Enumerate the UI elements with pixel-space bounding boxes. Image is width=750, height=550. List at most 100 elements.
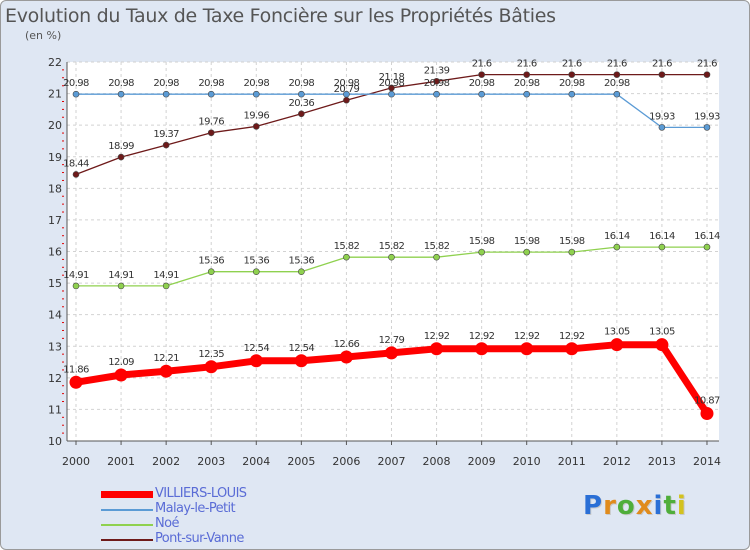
y-axis-label: (en %) bbox=[25, 29, 62, 42]
y-tick-label: 19 bbox=[48, 151, 62, 164]
y-tick-label: 21 bbox=[48, 88, 62, 101]
data-label-noe: 15.98 bbox=[469, 236, 495, 247]
data-label-villiers-louis: 12.54 bbox=[289, 343, 315, 354]
x-tick-label: 2011 bbox=[558, 455, 586, 468]
data-label-noe: 15.82 bbox=[379, 241, 405, 252]
data-label-villiers-louis: 12.21 bbox=[153, 353, 179, 364]
data-point-villiers-louis bbox=[655, 338, 669, 352]
data-point-villiers-louis bbox=[430, 342, 444, 356]
data-point-noe bbox=[388, 253, 395, 261]
data-point-noe bbox=[478, 248, 485, 256]
x-tick-label: 2005 bbox=[287, 455, 315, 468]
data-point-malay-le-petit bbox=[117, 90, 125, 98]
data-label-malay-le-petit: 20.98 bbox=[604, 78, 630, 89]
data-label-villiers-louis: 12.92 bbox=[514, 331, 540, 342]
data-label-noe: 15.98 bbox=[559, 236, 585, 247]
legend-swatch bbox=[101, 491, 153, 498]
data-point-malay-le-petit bbox=[568, 90, 576, 98]
data-point-noe bbox=[252, 268, 260, 276]
data-label-villiers-louis: 12.35 bbox=[198, 349, 224, 360]
data-point-villiers-louis bbox=[69, 375, 83, 389]
logo-letter: i bbox=[653, 491, 664, 521]
chart-title: Evolution du Taux de Taxe Foncière sur l… bbox=[5, 5, 556, 27]
data-label-villiers-louis: 12.54 bbox=[243, 343, 269, 354]
y-tick-label: 10 bbox=[48, 435, 62, 448]
y-tick-label: 18 bbox=[48, 182, 62, 195]
data-point-villiers-louis bbox=[475, 342, 489, 356]
logo-letter: i bbox=[676, 491, 687, 521]
x-tick-label: 2003 bbox=[197, 455, 225, 468]
data-point-villiers-louis bbox=[249, 354, 263, 368]
data-label-malay-le-petit: 20.98 bbox=[469, 78, 495, 89]
data-point-noe bbox=[343, 253, 350, 261]
data-label-pont-sur-vanne: 21.6 bbox=[607, 59, 627, 70]
x-tick-label: 2004 bbox=[242, 455, 270, 468]
data-label-malay-le-petit: 19.93 bbox=[694, 111, 720, 122]
data-label-villiers-louis: 11.86 bbox=[63, 364, 89, 375]
data-point-noe bbox=[658, 243, 666, 251]
data-point-noe bbox=[117, 282, 125, 290]
data-point-pont-sur-vanne bbox=[117, 153, 125, 161]
x-tick-label: 2014 bbox=[693, 455, 721, 468]
data-label-villiers-louis: 12.92 bbox=[424, 331, 450, 342]
data-point-pont-sur-vanne bbox=[523, 71, 531, 78]
legend-label: Pont-sur-Vanne bbox=[155, 531, 244, 546]
data-point-villiers-louis bbox=[520, 342, 534, 356]
data-point-noe bbox=[523, 248, 531, 256]
data-label-noe: 15.36 bbox=[198, 256, 224, 267]
x-tick-label: 2013 bbox=[648, 455, 676, 468]
data-label-noe: 15.36 bbox=[243, 256, 269, 267]
data-point-noe bbox=[72, 282, 80, 290]
data-label-villiers-louis: 13.05 bbox=[604, 327, 630, 338]
data-label-noe: 14.91 bbox=[153, 270, 179, 281]
y-tick-label: 11 bbox=[48, 403, 62, 416]
x-tick-label: 2010 bbox=[513, 455, 541, 468]
data-label-noe: 14.91 bbox=[108, 270, 134, 281]
data-label-villiers-louis: 12.92 bbox=[559, 331, 585, 342]
y-tick-label: 12 bbox=[48, 372, 62, 385]
data-point-villiers-louis bbox=[610, 338, 624, 352]
y-tick-label: 16 bbox=[48, 246, 62, 259]
data-label-malay-le-petit: 20.98 bbox=[198, 78, 224, 89]
data-point-villiers-louis bbox=[384, 346, 398, 360]
data-point-pont-sur-vanne bbox=[343, 96, 350, 104]
data-point-noe bbox=[613, 243, 621, 251]
data-label-malay-le-petit: 20.98 bbox=[424, 78, 450, 89]
legend-swatch bbox=[101, 539, 153, 541]
data-point-villiers-louis bbox=[114, 368, 128, 382]
data-point-pont-sur-vanne bbox=[703, 71, 711, 78]
y-tick-label: 22 bbox=[48, 56, 62, 69]
data-point-malay-le-petit bbox=[523, 90, 531, 98]
y-tick-label: 20 bbox=[48, 119, 62, 132]
data-label-pont-sur-vanne: 20.79 bbox=[334, 84, 360, 95]
x-tick-label: 2001 bbox=[107, 455, 135, 468]
y-tick-label: 14 bbox=[48, 309, 62, 322]
data-point-noe bbox=[433, 253, 440, 261]
y-tick-label: 13 bbox=[48, 340, 62, 353]
data-label-pont-sur-vanne: 21.6 bbox=[517, 59, 537, 70]
data-point-malay-le-petit bbox=[207, 90, 215, 98]
data-point-pont-sur-vanne bbox=[252, 123, 260, 130]
data-point-noe bbox=[298, 268, 305, 276]
data-label-pont-sur-vanne: 21.6 bbox=[697, 59, 717, 70]
legend-swatch bbox=[101, 524, 153, 526]
data-point-malay-le-petit bbox=[478, 90, 485, 98]
data-point-villiers-louis bbox=[700, 407, 714, 421]
data-point-malay-le-petit bbox=[658, 124, 666, 131]
data-label-noe: 15.82 bbox=[424, 241, 450, 252]
data-point-pont-sur-vanne bbox=[658, 71, 666, 78]
data-label-malay-le-petit: 20.98 bbox=[514, 78, 540, 89]
logo-letter: r bbox=[603, 491, 617, 521]
data-point-pont-sur-vanne bbox=[388, 84, 395, 92]
data-label-noe: 16.14 bbox=[694, 231, 720, 242]
data-label-malay-le-petit: 20.98 bbox=[243, 78, 269, 89]
data-label-noe: 14.91 bbox=[63, 270, 89, 281]
data-point-malay-le-petit bbox=[298, 90, 305, 98]
data-point-pont-sur-vanne bbox=[72, 171, 80, 178]
y-tick-label: 15 bbox=[48, 277, 62, 290]
logo-letter: t bbox=[663, 491, 677, 521]
data-point-villiers-louis bbox=[565, 342, 579, 356]
x-tick-label: 2000 bbox=[62, 455, 90, 468]
